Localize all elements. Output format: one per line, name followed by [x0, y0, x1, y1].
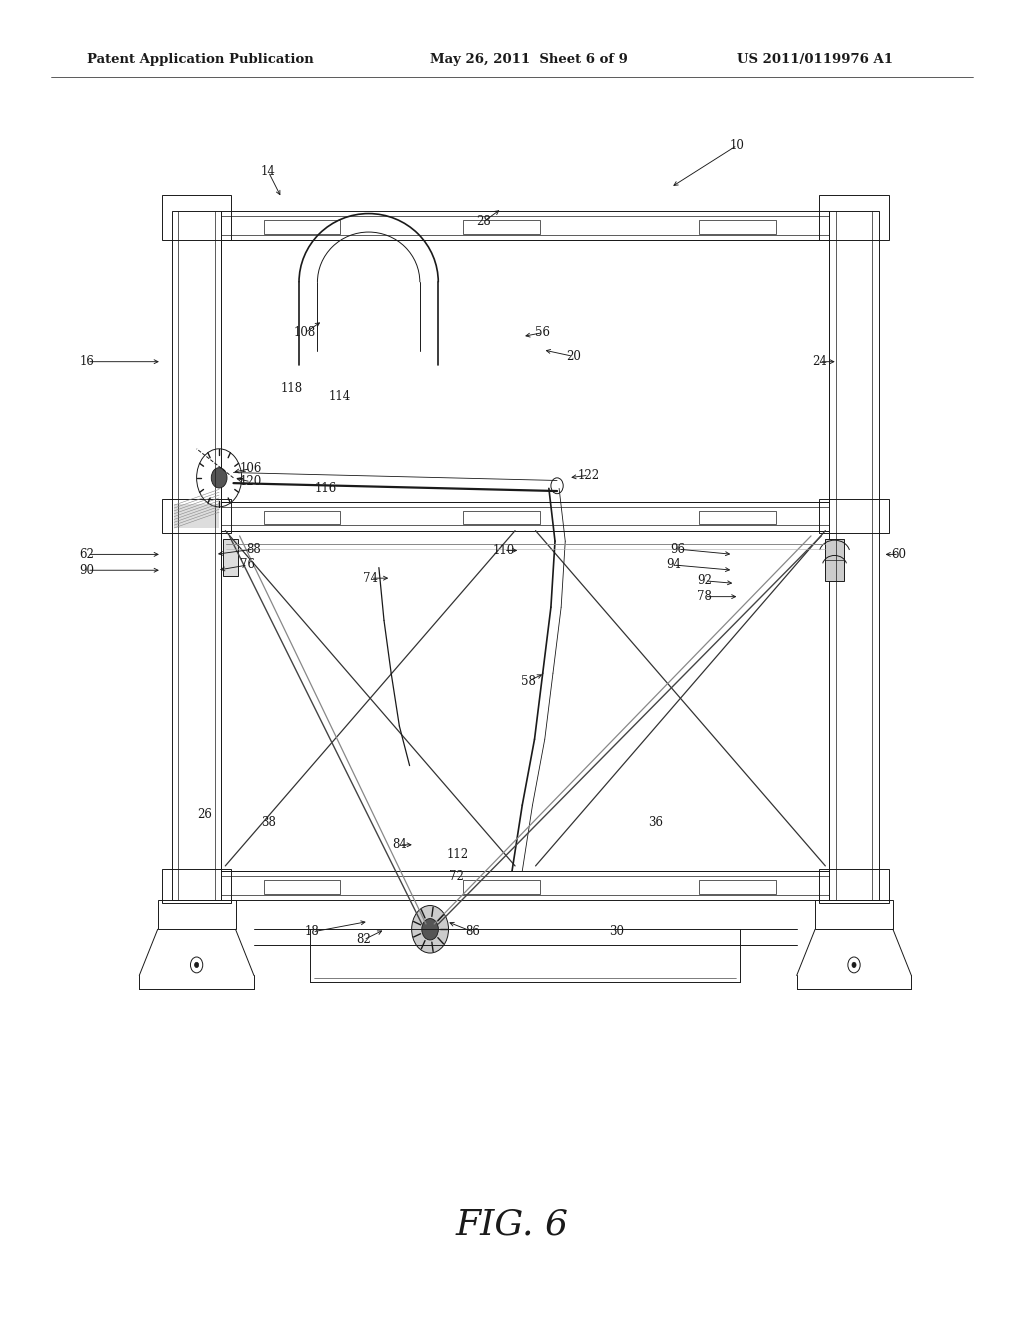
Text: 82: 82: [356, 933, 371, 946]
Text: 108: 108: [294, 326, 316, 339]
Bar: [162, 869, 231, 903]
Text: 56: 56: [536, 326, 550, 339]
Text: 122: 122: [578, 469, 600, 482]
Bar: [174, 504, 219, 528]
Bar: [221, 240, 829, 502]
Bar: [162, 499, 231, 533]
Bar: [158, 900, 236, 929]
Text: 110: 110: [493, 544, 515, 557]
Bar: [221, 531, 829, 871]
Text: 116: 116: [314, 482, 337, 495]
Circle shape: [422, 919, 438, 940]
Circle shape: [852, 962, 856, 968]
Bar: [815, 900, 893, 929]
Circle shape: [211, 467, 227, 488]
Text: FIG. 6: FIG. 6: [456, 1208, 568, 1242]
Circle shape: [412, 906, 449, 953]
Text: 58: 58: [521, 675, 536, 688]
Text: 28: 28: [476, 215, 490, 228]
Text: 88: 88: [247, 543, 261, 556]
Bar: [698, 880, 776, 894]
Text: 94: 94: [667, 558, 681, 572]
Circle shape: [195, 962, 199, 968]
Bar: [264, 880, 340, 894]
Text: May 26, 2011  Sheet 6 of 9: May 26, 2011 Sheet 6 of 9: [430, 53, 628, 66]
Bar: [162, 195, 231, 240]
Text: 76: 76: [241, 558, 255, 572]
Text: 118: 118: [281, 381, 303, 395]
Text: 86: 86: [466, 925, 480, 939]
Bar: [223, 539, 238, 576]
Text: 106: 106: [240, 462, 262, 475]
Text: 60: 60: [892, 548, 906, 561]
Text: 96: 96: [671, 543, 685, 556]
Bar: [172, 211, 221, 900]
Text: 18: 18: [305, 925, 319, 939]
Text: 120: 120: [240, 475, 262, 488]
Bar: [819, 195, 889, 240]
Text: 38: 38: [261, 816, 275, 829]
Text: 24: 24: [812, 355, 826, 368]
Text: 74: 74: [364, 572, 378, 585]
Bar: [221, 211, 829, 240]
Bar: [463, 880, 541, 894]
Text: 78: 78: [697, 590, 712, 603]
Bar: [698, 220, 776, 234]
Bar: [825, 539, 844, 581]
Text: 92: 92: [697, 574, 712, 587]
Text: 10: 10: [730, 139, 744, 152]
Text: 30: 30: [609, 925, 624, 939]
Bar: [819, 869, 889, 903]
Bar: [264, 511, 340, 524]
Text: 112: 112: [446, 847, 469, 861]
Text: 16: 16: [80, 355, 94, 368]
Text: 14: 14: [261, 165, 275, 178]
Text: 84: 84: [392, 838, 407, 851]
Text: 72: 72: [450, 870, 464, 883]
Text: 114: 114: [329, 389, 351, 403]
Text: 20: 20: [566, 350, 581, 363]
Bar: [463, 511, 541, 524]
Bar: [221, 502, 829, 531]
Bar: [463, 220, 541, 234]
Bar: [819, 499, 889, 533]
Bar: [221, 871, 829, 900]
Bar: [698, 511, 776, 524]
Text: 62: 62: [80, 548, 94, 561]
Text: 36: 36: [648, 816, 663, 829]
Text: Patent Application Publication: Patent Application Publication: [87, 53, 313, 66]
Bar: [829, 211, 879, 900]
Text: 26: 26: [198, 808, 212, 821]
Circle shape: [551, 478, 563, 494]
Text: US 2011/0119976 A1: US 2011/0119976 A1: [737, 53, 893, 66]
Bar: [264, 220, 340, 234]
Text: 90: 90: [80, 564, 94, 577]
